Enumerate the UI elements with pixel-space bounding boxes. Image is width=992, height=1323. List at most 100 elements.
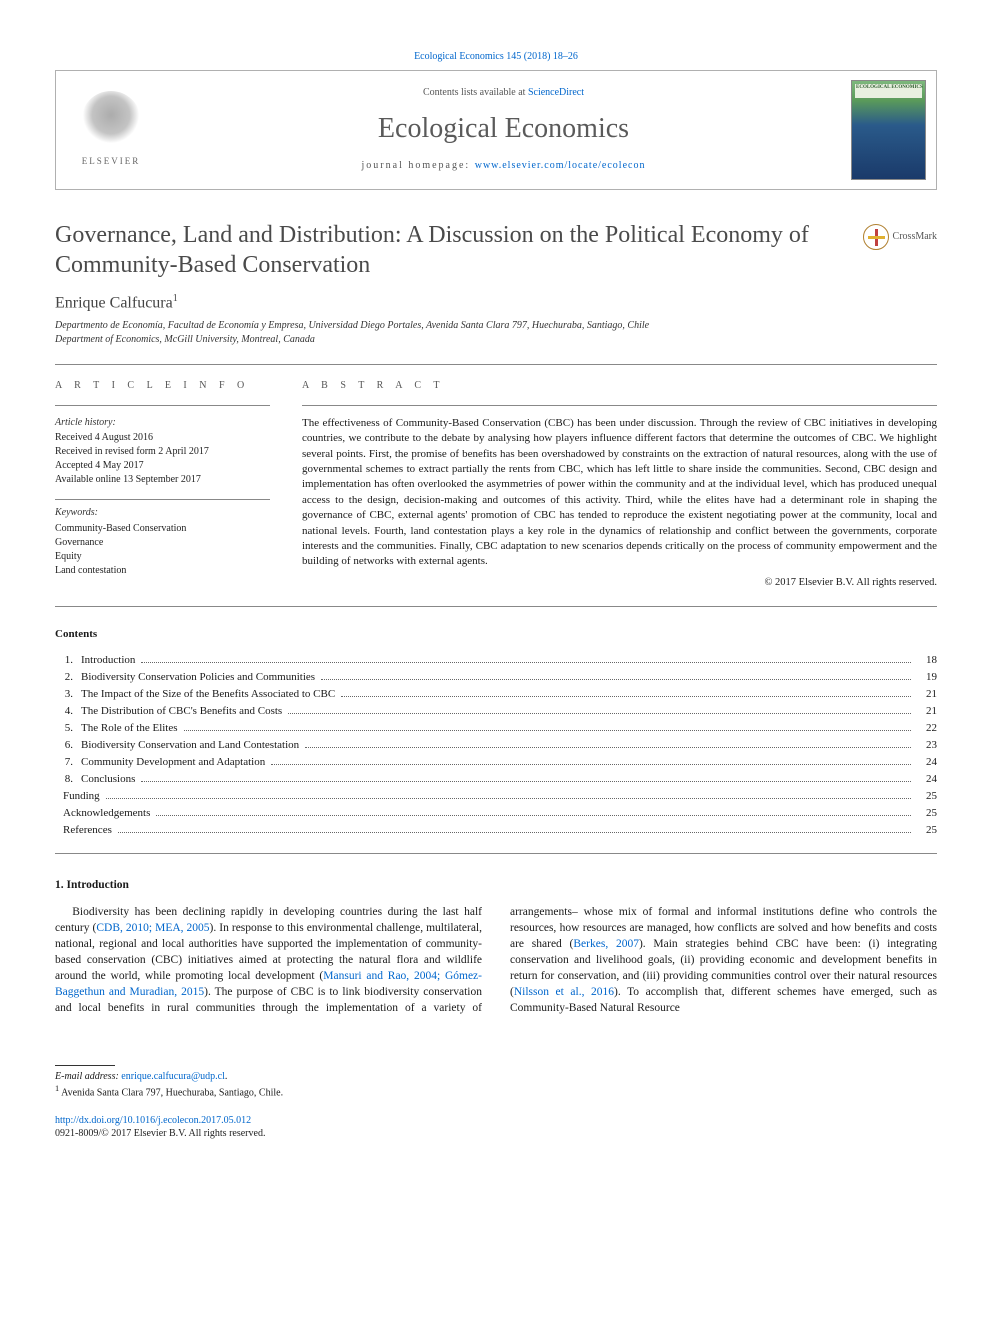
toc-page: 22 bbox=[915, 720, 937, 737]
toc-title: References bbox=[63, 822, 112, 839]
rule-after-toc bbox=[55, 853, 937, 854]
contents-available-prefix: Contents lists available at bbox=[423, 87, 528, 98]
toc-number: 5. bbox=[55, 720, 81, 737]
citation-link[interactable]: Nilsson et al., 2016 bbox=[514, 986, 614, 998]
article-history: Article history: Received 4 August 2016 … bbox=[55, 416, 270, 488]
table-of-contents: 1.Introduction182.Biodiversity Conservat… bbox=[55, 652, 937, 840]
toc-row: 6.Biodiversity Conservation and Land Con… bbox=[55, 737, 937, 754]
abstract-copyright: © 2017 Elsevier B.V. All rights reserved… bbox=[302, 576, 937, 590]
author-note-marker: 1 bbox=[173, 293, 178, 304]
keyword: Governance bbox=[55, 536, 270, 550]
crossmark-label: CrossMark bbox=[893, 230, 937, 244]
author-line: Enrique Calfucura1 bbox=[55, 292, 937, 314]
abstract: A B S T R A C T The effectiveness of Com… bbox=[302, 379, 937, 590]
toc-title: The Role of the Elites bbox=[81, 720, 178, 737]
footnote-rule bbox=[55, 1065, 115, 1066]
keywords-label: Keywords: bbox=[55, 506, 270, 520]
issn-copyright-line: 0921-8009/© 2017 Elsevier B.V. All right… bbox=[55, 1127, 937, 1141]
keyword: Equity bbox=[55, 550, 270, 564]
article-info-label: A R T I C L E I N F O bbox=[55, 379, 270, 393]
toc-page: 25 bbox=[915, 805, 937, 822]
section-heading: 1. Introduction bbox=[55, 878, 937, 894]
toc-row: References 25 bbox=[55, 822, 937, 839]
title-row: Governance, Land and Distribution: A Dis… bbox=[55, 220, 937, 280]
cover-title: ECOLOGICAL ECONOMICS bbox=[856, 85, 923, 92]
toc-leader-dots bbox=[305, 747, 911, 748]
abstract-label: A B S T R A C T bbox=[302, 379, 937, 393]
journal-homepage-link[interactable]: www.elsevier.com/locate/ecolecon bbox=[475, 160, 646, 171]
toc-row: 8.Conclusions 24 bbox=[55, 771, 937, 788]
journal-header-center: Contents lists available at ScienceDirec… bbox=[166, 71, 841, 189]
toc-page: 19 bbox=[915, 669, 937, 686]
page-footer: http://dx.doi.org/10.1016/j.ecolecon.201… bbox=[55, 1114, 937, 1141]
toc-row: 2.Biodiversity Conservation Policies and… bbox=[55, 669, 937, 686]
doi-link[interactable]: http://dx.doi.org/10.1016/j.ecolecon.201… bbox=[55, 1115, 251, 1126]
citation-link[interactable]: CDB, 2010; MEA, 2005 bbox=[96, 922, 209, 934]
footnotes: E-mail address: enrique.calfucura@udp.cl… bbox=[55, 1065, 425, 1100]
corresponding-email: E-mail address: enrique.calfucura@udp.cl… bbox=[55, 1070, 425, 1084]
elsevier-logo: ELSEVIER bbox=[71, 82, 151, 177]
toc-leader-dots bbox=[341, 696, 911, 697]
journal-reference: Ecological Economics 145 (2018) 18–26 bbox=[55, 50, 937, 64]
toc-page: 24 bbox=[915, 771, 937, 788]
info-abstract-row: A R T I C L E I N F O Article history: R… bbox=[55, 365, 937, 606]
history-line: Accepted 4 May 2017 bbox=[55, 459, 270, 473]
author-email-link[interactable]: enrique.calfucura@udp.cl bbox=[121, 1071, 225, 1082]
affiliation-line: Department of Economics, McGill Universi… bbox=[55, 333, 937, 347]
toc-title: Funding bbox=[63, 788, 100, 805]
toc-row: Funding25 bbox=[55, 788, 937, 805]
toc-number: 8. bbox=[55, 771, 81, 788]
toc-leader-dots bbox=[288, 713, 911, 714]
citation-link[interactable]: Berkes, 2007 bbox=[573, 938, 639, 950]
toc-page: 23 bbox=[915, 737, 937, 754]
toc-title: Introduction bbox=[81, 652, 135, 669]
toc-number: 4. bbox=[55, 703, 81, 720]
toc-number: 1. bbox=[55, 652, 81, 669]
affiliations: Departmento de Economía, Facultad de Eco… bbox=[55, 319, 937, 346]
contents-heading: Contents bbox=[55, 627, 937, 642]
toc-title: Biodiversity Conservation and Land Conte… bbox=[81, 737, 299, 754]
toc-row: 4.The Distribution of CBC's Benefits and… bbox=[55, 703, 937, 720]
abstract-rule bbox=[302, 405, 937, 406]
toc-number: 3. bbox=[55, 686, 81, 703]
toc-leader-dots bbox=[321, 679, 911, 680]
crossmark-icon bbox=[863, 224, 889, 250]
toc-row: 7.Community Development and Adaptation24 bbox=[55, 754, 937, 771]
crossmark-widget[interactable]: CrossMark bbox=[863, 224, 937, 250]
sciencedirect-link[interactable]: ScienceDirect bbox=[528, 87, 584, 98]
toc-title: Conclusions bbox=[81, 771, 135, 788]
toc-leader-dots bbox=[141, 662, 911, 663]
section-introduction: 1. Introduction Biodiversity has been de… bbox=[55, 878, 937, 1016]
keyword: Land contestation bbox=[55, 564, 270, 578]
journal-cover-cell: ECOLOGICAL ECONOMICS bbox=[841, 71, 936, 189]
article-title: Governance, Land and Distribution: A Dis… bbox=[55, 220, 815, 280]
toc-leader-dots bbox=[156, 815, 911, 816]
journal-name: Ecological Economics bbox=[378, 110, 629, 148]
keywords-block: Keywords: Community-Based Conservation G… bbox=[55, 506, 270, 578]
footnote-line: 1 Avenida Santa Clara 797, Huechuraba, S… bbox=[55, 1083, 425, 1100]
body-paragraph: Biodiversity has been declining rapidly … bbox=[55, 904, 937, 1017]
info-rule bbox=[55, 499, 270, 500]
toc-leader-dots bbox=[106, 798, 911, 799]
affiliation-line: Departmento de Economía, Facultad de Eco… bbox=[55, 319, 937, 333]
toc-page: 25 bbox=[915, 822, 937, 839]
abstract-text: The effectiveness of Community-Based Con… bbox=[302, 416, 937, 570]
toc-leader-dots bbox=[184, 730, 911, 731]
toc-leader-dots bbox=[271, 764, 911, 765]
journal-header: ELSEVIER Contents lists available at Sci… bbox=[55, 70, 937, 190]
homepage-prefix: journal homepage: bbox=[362, 160, 475, 171]
toc-row: 3.The Impact of the Size of the Benefits… bbox=[55, 686, 937, 703]
article-info: A R T I C L E I N F O Article history: R… bbox=[55, 379, 270, 590]
email-label: E-mail address: bbox=[55, 1071, 121, 1082]
toc-row: 5.The Role of the Elites 22 bbox=[55, 720, 937, 737]
elsevier-tree-icon bbox=[81, 91, 141, 151]
toc-page: 21 bbox=[915, 686, 937, 703]
toc-number: 6. bbox=[55, 737, 81, 754]
toc-title: The Impact of the Size of the Benefits A… bbox=[81, 686, 335, 703]
toc-leader-dots bbox=[118, 832, 911, 833]
journal-homepage-line: journal homepage: www.elsevier.com/locat… bbox=[362, 159, 646, 173]
elsevier-wordmark: ELSEVIER bbox=[82, 155, 141, 167]
toc-leader-dots bbox=[141, 781, 911, 782]
journal-cover-thumbnail: ECOLOGICAL ECONOMICS bbox=[851, 80, 926, 180]
body-columns: Biodiversity has been declining rapidly … bbox=[55, 904, 937, 1017]
